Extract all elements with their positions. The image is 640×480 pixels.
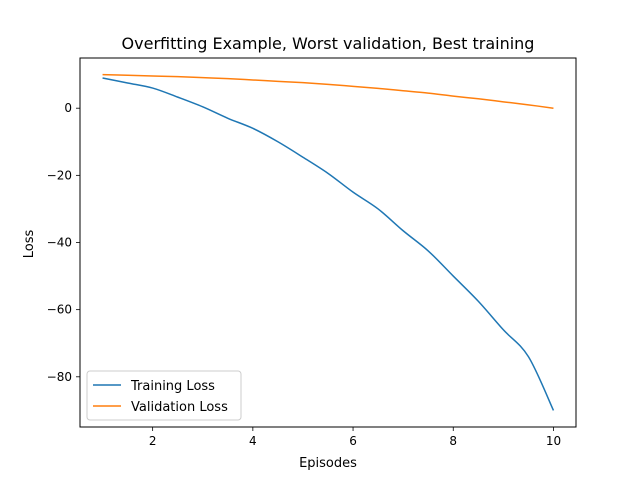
y-tick-label: −20: [47, 168, 72, 182]
y-tick-label: −40: [47, 236, 72, 250]
x-tick-label: 6: [349, 434, 357, 448]
series-line-validation-loss: [102, 73, 554, 109]
legend-label-validation-loss: Validation Loss: [131, 400, 228, 415]
y-tick-label: −60: [47, 303, 72, 317]
x-tick-label: 8: [449, 434, 457, 448]
y-axis-ticks: −80 −60 −40 −20 0: [47, 101, 80, 384]
series-layer: [102, 73, 555, 411]
series-line-training-loss: [102, 77, 555, 411]
y-tick-label: 0: [64, 101, 72, 115]
y-axis-label: Loss: [22, 230, 37, 259]
y-tick-label: −80: [47, 370, 72, 384]
legend-label-training-loss: Training Loss: [130, 379, 215, 394]
legend-box: [86, 370, 242, 421]
x-axis-ticks: 2 4 6 8 10: [149, 427, 561, 448]
chart-title: Overfitting Example, Worst validation, B…: [122, 34, 535, 53]
x-tick-label: 10: [546, 434, 561, 448]
legend: Training Loss Validation Loss: [86, 370, 242, 421]
x-tick-label: 2: [149, 434, 157, 448]
x-tick-label: 4: [249, 434, 257, 448]
x-axis-label: Episodes: [299, 456, 357, 471]
